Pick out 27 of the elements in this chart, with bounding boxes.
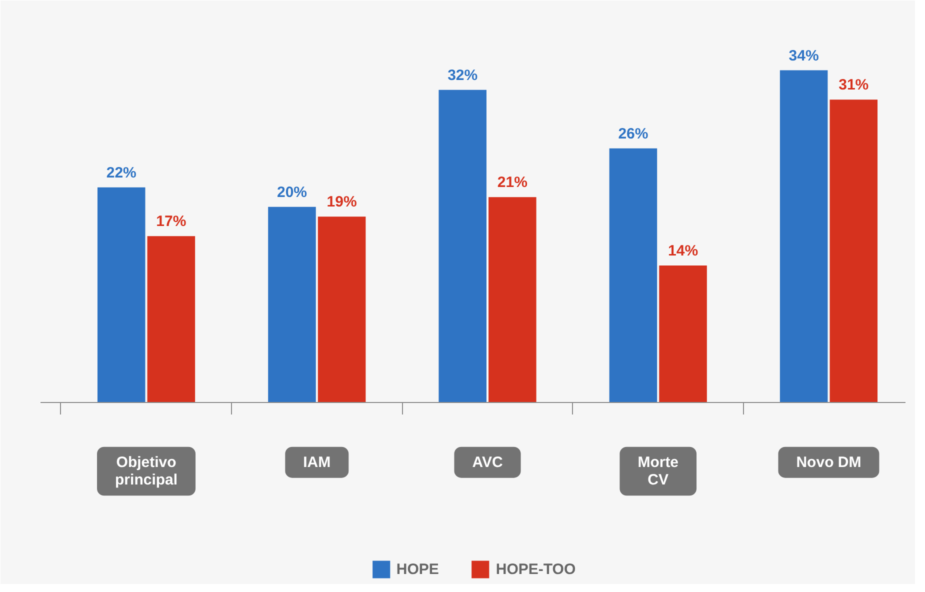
- bar: [97, 187, 146, 402]
- legend-label: HOPE-TOO: [496, 560, 576, 578]
- data-label: 14%: [668, 242, 698, 260]
- bar: [438, 90, 486, 402]
- data-label: 26%: [618, 125, 648, 142]
- data-label: 17%: [156, 213, 186, 230]
- bar: [147, 236, 196, 402]
- bar: [318, 216, 366, 402]
- bar: [830, 100, 878, 402]
- bar: [659, 265, 707, 402]
- legend-label: HOPE: [396, 560, 439, 578]
- data-label: 21%: [497, 174, 528, 192]
- bar: [488, 197, 536, 402]
- bar: [609, 148, 658, 402]
- x-tick-label: Novo DM: [796, 454, 862, 471]
- data-label: 20%: [276, 184, 307, 201]
- data-label: 19%: [326, 194, 357, 211]
- data-label: 22%: [106, 164, 136, 182]
- data-label: 32%: [448, 66, 478, 84]
- x-tick-label: Objetivo principal: [115, 454, 178, 489]
- bar: [268, 206, 316, 402]
- bar: [780, 70, 828, 402]
- x-tick-label: Morte CV: [638, 454, 679, 489]
- x-tick-label: AVC: [472, 454, 503, 471]
- x-tick-label: IAM: [303, 454, 331, 471]
- data-label: 34%: [788, 47, 819, 64]
- data-label: 31%: [838, 76, 869, 94]
